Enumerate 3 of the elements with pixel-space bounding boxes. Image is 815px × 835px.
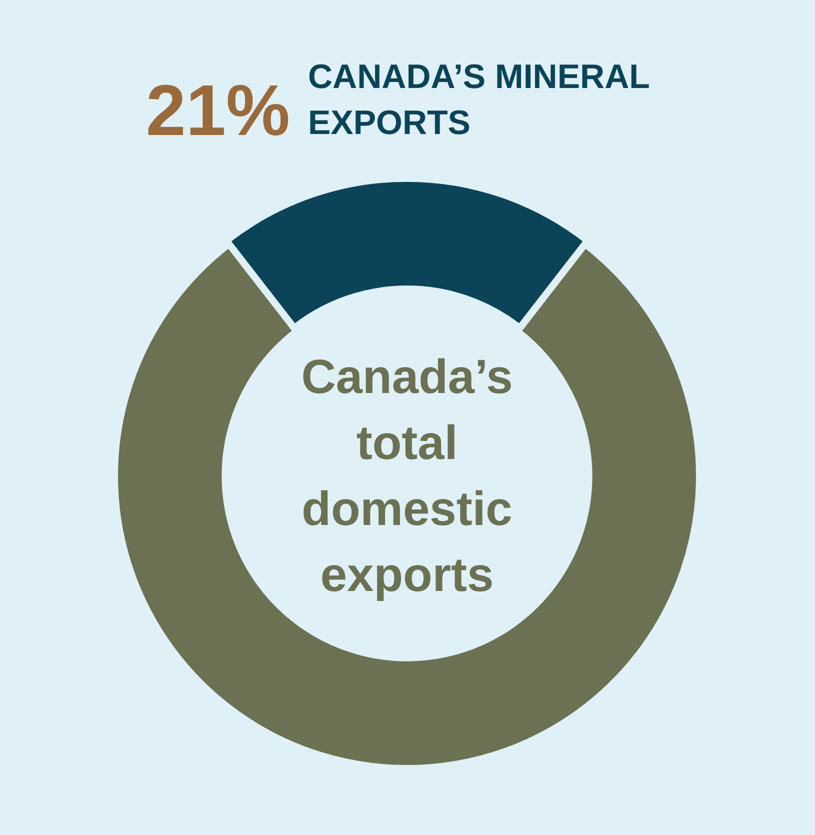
slice-label: Canada’s total domestic exports: [301, 351, 513, 602]
data-label: 21%: [146, 71, 290, 151]
slice-label: CANADA’S MINERAL EXPORTS: [308, 58, 650, 142]
